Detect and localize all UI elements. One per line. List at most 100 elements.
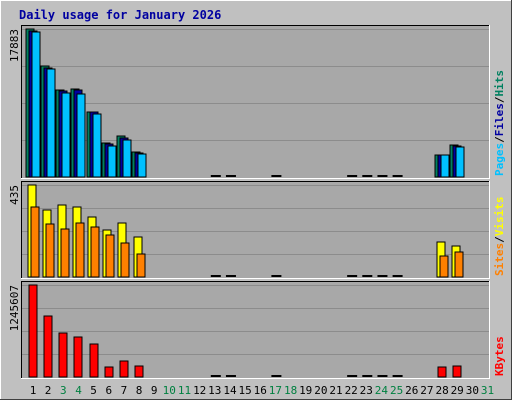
zero-marker [347,375,358,377]
max-label: 17883 [8,29,21,62]
panel-kbytes: 1245607 KBytes [8,281,506,379]
bar-sites-day-3 [60,228,70,278]
bar-kbytes-day-4 [73,336,83,378]
day-label-5: 5 [90,384,97,397]
day-label-15: 15 [238,384,251,397]
day-label-13: 13 [208,384,221,397]
day-label-24: 24 [375,384,389,397]
bar-kbytes-day-28 [437,366,447,378]
day-label-4: 4 [75,384,82,397]
day-label-30: 30 [466,384,479,397]
legend: Sites/Visits [493,197,506,277]
day-label-17: 17 [269,384,282,397]
zero-marker [362,275,373,277]
max-label: 435 [8,185,21,205]
legend-entry: / [493,96,506,103]
zero-marker [377,275,388,277]
day-label-25: 25 [390,384,403,397]
day-label-14: 14 [223,384,237,397]
zero-marker [271,175,282,177]
day-label-20: 20 [314,384,327,397]
zero-marker [225,375,236,377]
day-label-9: 9 [151,384,158,397]
day-label-11: 11 [178,384,191,397]
legend-entry: Sites [493,243,506,276]
zero-marker [210,275,221,277]
bar-sites-day-1 [30,206,40,278]
day-label-1: 1 [30,384,37,397]
zero-marker [362,175,373,177]
day-label-3: 3 [60,384,67,397]
bar-kbytes-day-8 [134,365,144,378]
legend: Pages/Files/Hits [493,70,506,176]
bar-pages-day-2 [46,68,56,178]
zero-marker [377,375,388,377]
zero-marker [392,375,403,377]
plot-area [21,281,490,379]
day-label-26: 26 [405,384,418,397]
max-label: 1245607 [8,285,21,331]
day-label-12: 12 [193,384,206,397]
day-label-29: 29 [451,384,464,397]
zero-marker [392,175,403,177]
day-label-31: 31 [481,384,494,397]
zero-marker [225,175,236,177]
legend-entry: Hits [493,70,506,97]
bar-sites-day-2 [45,223,55,278]
bar-pages-day-6 [107,145,117,178]
zero-marker [271,375,282,377]
panel-visits-sites: 435 Sites/Visits [8,181,506,279]
bar-sites-day-28 [439,255,449,278]
bar-sites-day-4 [75,222,85,278]
bar-sites-day-29 [454,251,464,278]
panels-group: 17883Pages/Files/Hits435Sites/Visits1245… [8,25,506,379]
legend-entry: / [493,136,506,143]
day-label-6: 6 [105,384,112,397]
zero-marker [392,275,403,277]
bar-pages-day-1 [31,31,41,178]
zero-marker [347,275,358,277]
bar-pages-day-28 [440,154,450,178]
bar-kbytes-day-29 [452,365,462,378]
day-label-23: 23 [360,384,373,397]
bar-sites-day-6 [105,234,115,278]
day-label-21: 21 [329,384,342,397]
day-label-28: 28 [435,384,448,397]
legend-entry: Visits [493,197,506,237]
zero-marker [347,175,358,177]
bar-pages-day-7 [122,139,132,178]
legend-entry: Files [493,103,506,136]
day-label-22: 22 [345,384,358,397]
bar-kbytes-day-3 [58,332,68,378]
day-labels-group: 1 2 3 4 5 6 7 8 9 10 11 12 13 14 15 16 17 18 19 20 21 22 23 24 2… [30,384,494,397]
day-label-27: 27 [420,384,433,397]
day-label-18: 18 [284,384,297,397]
legend-entry: KBytes [493,336,506,376]
bar-sites-day-5 [90,226,100,278]
zero-marker [362,375,373,377]
bar-kbytes-day-5 [89,343,99,378]
bar-pages-day-3 [61,92,71,178]
bar-pages-day-4 [76,93,86,178]
bar-sites-day-7 [120,242,130,278]
zero-marker [377,175,388,177]
zero-marker [210,375,221,377]
day-label-10: 10 [163,384,176,397]
day-label-2: 2 [45,384,52,397]
day-label-7: 7 [121,384,128,397]
bar-kbytes-day-1 [28,284,38,378]
bar-pages-day-8 [137,153,147,178]
zero-marker [225,275,236,277]
legend-entry: Pages [493,143,506,176]
chart-title: Daily usage for January 2026 [19,8,221,22]
bar-kbytes-day-6 [104,366,114,378]
day-label-16: 16 [254,384,267,397]
bar-kbytes-day-7 [119,360,129,378]
zero-marker [210,175,221,177]
day-label-8: 8 [136,384,143,397]
bar-sites-day-8 [136,253,146,278]
day-label-19: 19 [299,384,312,397]
legend: KBytes [493,336,506,376]
